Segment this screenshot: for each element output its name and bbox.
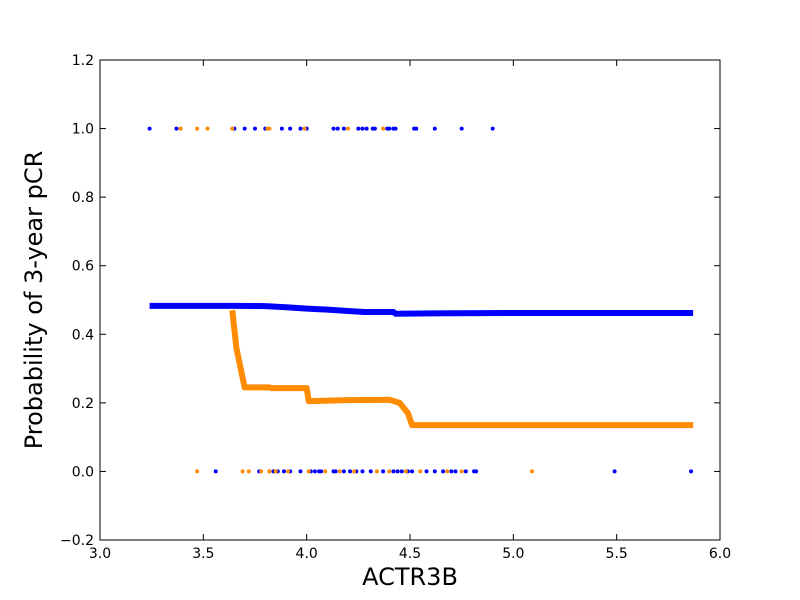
data-point-blue (441, 469, 446, 474)
data-point-blue (341, 469, 346, 474)
y-tick-label: 1.2 (72, 53, 94, 69)
data-point-blue (453, 469, 458, 474)
data-point-orange (230, 126, 235, 131)
data-point-orange (195, 469, 200, 474)
y-tick-label: 0.8 (72, 190, 94, 206)
data-point-orange (381, 126, 386, 131)
data-point-orange (267, 126, 272, 131)
data-point-orange (273, 469, 278, 474)
data-point-blue (463, 469, 468, 474)
data-point-orange (418, 469, 423, 474)
series-line-blue (149, 302, 694, 317)
y-axis-label: Probability of 3-year pCR (20, 151, 48, 450)
data-point-blue (395, 469, 400, 474)
data-point-blue (312, 469, 317, 474)
plot-area (147, 126, 694, 474)
data-point-blue (372, 126, 377, 131)
x-axis-label: ACTR3B (362, 563, 458, 591)
x-tick-label: 3.5 (192, 546, 214, 562)
data-point-orange (445, 469, 450, 474)
data-point-blue (490, 126, 495, 131)
data-point-blue (368, 469, 373, 474)
y-tick-label: 0.6 (72, 259, 94, 275)
y-tick-label: 1.0 (72, 122, 94, 138)
x-tick-label: 6.0 (709, 546, 731, 562)
data-point-blue (147, 126, 152, 131)
data-point-blue (333, 469, 338, 474)
data-point-orange (352, 469, 357, 474)
data-point-blue (242, 126, 247, 131)
data-point-orange (403, 469, 408, 474)
x-tick-label: 5.5 (606, 546, 628, 562)
axis-ticks: 3.0 3.5 4.0 4.5 5.0 5.5 6.0 −0.2 0.0 0.2 0.4 0.6 0.8… (60, 53, 731, 562)
y-tick-label: 0.4 (72, 327, 94, 343)
data-point-blue (364, 126, 369, 131)
data-point-blue (360, 469, 365, 474)
data-point-orange (323, 469, 328, 474)
data-point-blue (356, 126, 361, 131)
data-point-orange (259, 469, 264, 474)
data-point-blue (335, 126, 340, 131)
data-point-blue (253, 126, 257, 131)
data-point-orange (459, 469, 464, 474)
x-tick-label: 4.0 (296, 546, 318, 562)
y-tick-label: 0.0 (72, 464, 94, 480)
data-point-orange (374, 469, 379, 474)
data-point-blue (432, 126, 437, 131)
data-point-blue (414, 126, 419, 131)
data-point-blue (213, 469, 218, 474)
data-point-blue (424, 469, 429, 474)
data-point-blue (298, 469, 303, 474)
data-point-blue (474, 469, 479, 474)
series-line-orange (229, 309, 694, 429)
axes-frame (99, 59, 721, 541)
data-point-blue (399, 469, 404, 474)
data-point-blue (288, 126, 293, 131)
data-point-orange (267, 469, 272, 474)
data-point-blue (331, 126, 336, 131)
data-point-blue (393, 126, 398, 131)
data-point-orange (246, 469, 251, 474)
data-point-orange (346, 126, 350, 131)
data-point-blue (348, 469, 353, 474)
y-tick-label: 0.2 (72, 396, 94, 412)
data-point-blue (381, 469, 386, 474)
data-point-orange (240, 469, 245, 474)
data-point-orange (205, 126, 210, 131)
data-point-orange (529, 469, 534, 474)
data-point-blue (391, 469, 396, 474)
data-point-blue (319, 469, 324, 474)
data-point-orange (286, 469, 291, 474)
data-point-blue (459, 126, 464, 131)
data-point-blue (387, 126, 392, 131)
data-point-blue (174, 126, 179, 131)
data-point-blue (360, 126, 365, 131)
data-point-blue (298, 126, 303, 131)
data-point-blue (281, 469, 286, 474)
data-point-orange (195, 126, 200, 131)
x-tick-label: 5.0 (502, 546, 524, 562)
data-point-blue (612, 469, 617, 474)
data-point-orange (178, 126, 183, 131)
data-point-orange (387, 469, 392, 474)
data-point-orange (306, 469, 311, 474)
data-point-orange (337, 469, 342, 474)
data-point-blue (432, 469, 437, 474)
data-point-blue (341, 126, 346, 131)
y-tick-label: −0.2 (60, 533, 94, 549)
data-point-blue (410, 469, 415, 474)
x-tick-label: 4.5 (399, 546, 421, 562)
data-point-orange (302, 126, 307, 131)
x-tick-label: 3.0 (89, 546, 111, 562)
data-point-blue (279, 126, 284, 131)
data-point-blue (449, 469, 454, 474)
data-point-blue (689, 469, 694, 474)
